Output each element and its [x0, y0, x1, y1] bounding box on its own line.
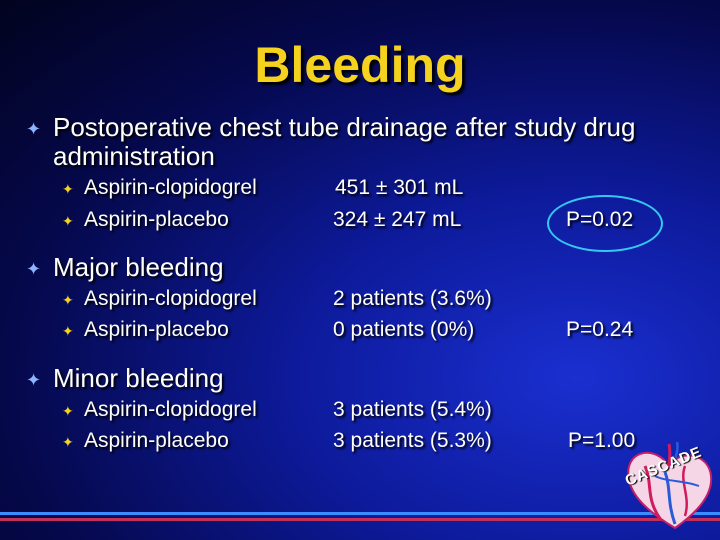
row-value: 3 patients (5.3%)	[333, 429, 492, 452]
section-heading-minor-bleeding: Minor bleeding	[53, 363, 224, 393]
section-heading-drainage: Postoperative chest tube drainage after …	[53, 112, 636, 142]
cascade-logo: CASCADE	[615, 436, 715, 532]
row-arm: Aspirin-clopidogrel	[84, 176, 257, 199]
p-value: P=1.00	[568, 429, 636, 452]
row-value: 0 patients (0%)	[333, 318, 475, 341]
bullet-icon: ✦	[62, 213, 74, 229]
bullet-icon: ✦	[62, 403, 74, 419]
bullet-icon: ✦	[62, 323, 74, 339]
row-arm: Aspirin-placebo	[84, 429, 229, 452]
section-heading-drainage-cont: administration	[53, 141, 215, 171]
footer-stripe-red	[0, 518, 720, 521]
row-arm: Aspirin-clopidogrel	[84, 398, 257, 421]
row-arm: Aspirin-clopidogrel	[84, 287, 257, 310]
bullet-icon: ✦	[26, 259, 42, 279]
footer-stripe-blue	[0, 512, 720, 515]
highlight-oval	[547, 195, 663, 252]
row-value: 3 patients (5.4%)	[333, 398, 492, 421]
p-value: P=0.24	[566, 318, 634, 341]
row-value: 451 ± 301 mL	[335, 176, 464, 199]
row-value: 2 patients (3.6%)	[333, 287, 492, 310]
bullet-icon: ✦	[26, 370, 42, 390]
bullet-icon: ✦	[26, 119, 42, 139]
bullet-icon: ✦	[62, 292, 74, 308]
heart-logo-icon	[627, 441, 713, 530]
row-value: 324 ± 247 mL	[333, 208, 462, 231]
section-heading-major-bleeding: Major bleeding	[53, 252, 224, 282]
slide-title: Bleeding	[254, 37, 466, 93]
bullet-icon: ✦	[62, 434, 74, 450]
row-arm: Aspirin-placebo	[84, 318, 229, 341]
row-arm: Aspirin-placebo	[84, 208, 229, 231]
bullet-icon: ✦	[62, 181, 74, 197]
